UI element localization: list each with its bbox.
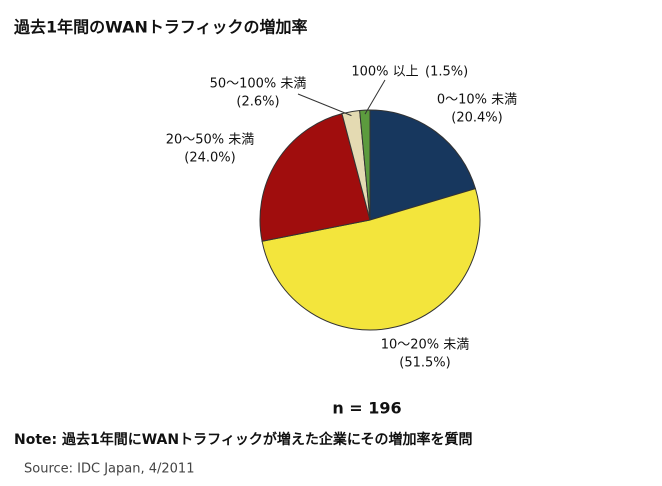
- slice-label: 10～20% 未満: [381, 338, 470, 353]
- slice-value-label: (51.5%): [399, 356, 450, 371]
- source: Source: IDC Japan, 4/2011: [24, 462, 194, 477]
- pie-slice: [259, 113, 371, 242]
- slice-value-label: (24.0%): [184, 151, 235, 166]
- slice-label: 20～50% 未満: [166, 133, 255, 148]
- chart-title: 過去1年間のWANトラフィックの増加率: [13, 18, 308, 37]
- slice-value-label: (2.6%): [236, 95, 279, 110]
- pie-slice: [359, 109, 371, 221]
- sample-size: n = 196: [332, 399, 401, 418]
- slice-label: 0～10% 未満: [437, 93, 517, 108]
- slice-label: 50～100% 未満: [210, 77, 307, 92]
- slice-label: 100% 以上: [351, 65, 418, 80]
- pie-slice: [369, 109, 477, 221]
- leader-line: [364, 79, 386, 115]
- slice-value-label: (20.4%): [451, 111, 502, 126]
- pie-slice: [261, 188, 481, 331]
- note: Note: 過去1年間にWANトラフィックが増えた企業にその増加率を質問: [14, 431, 473, 448]
- leader-line: [297, 93, 352, 117]
- slice-value-label: (1.5%): [425, 65, 468, 80]
